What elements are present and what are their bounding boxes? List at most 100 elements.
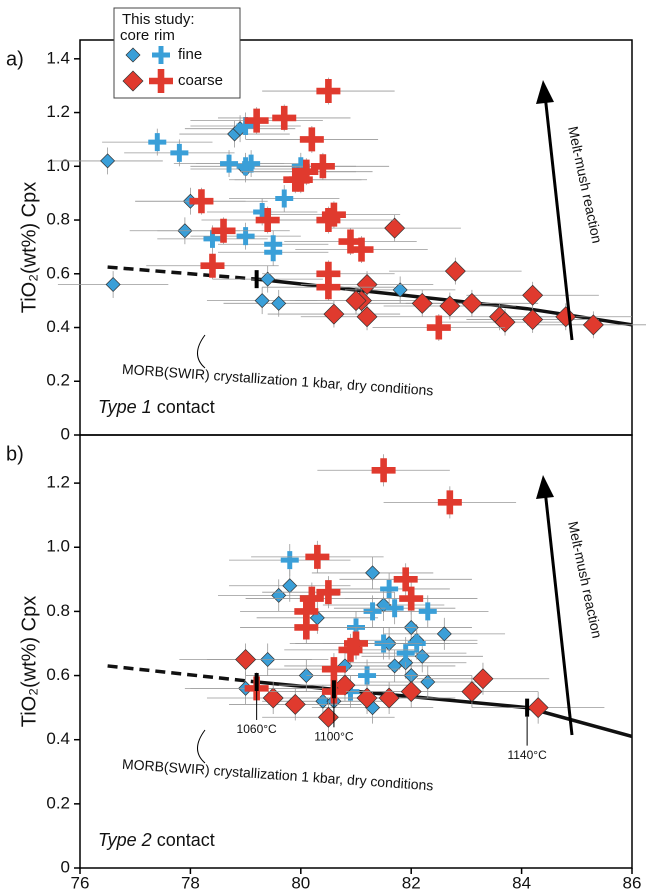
y-tick-label: 0	[61, 424, 70, 443]
contact-type: Type 2	[98, 830, 152, 850]
diamond-marker	[356, 687, 378, 709]
x-tick-label: 82	[402, 873, 421, 892]
cross-marker	[242, 154, 261, 173]
morb-line-dashed	[107, 664, 257, 684]
y-axis-label: TiO₂(wt%) Cpx	[18, 182, 40, 313]
diamond-marker	[125, 47, 141, 63]
legend-row	[122, 69, 173, 93]
core-points	[267, 214, 646, 339]
diamond-marker	[345, 290, 367, 312]
diamond-marker	[271, 587, 287, 603]
diamond-marker	[365, 565, 381, 581]
reaction-label: Melt-mush reaction	[565, 125, 605, 245]
y-tick-label: 0.4	[46, 729, 70, 748]
cross-marker	[211, 218, 236, 243]
cross-marker	[321, 657, 346, 682]
diamond-marker	[527, 697, 549, 719]
cross-marker	[316, 79, 341, 104]
contact-label: Type 1 contact	[98, 397, 215, 417]
cross-marker	[321, 202, 346, 227]
diamond-marker	[392, 282, 408, 298]
diamond-marker	[105, 277, 121, 293]
cross-marker	[426, 315, 451, 340]
cross-marker	[294, 599, 319, 624]
reaction-arrow	[543, 489, 574, 736]
legend-label: coarse	[178, 72, 223, 89]
diamond-marker	[582, 314, 604, 336]
y-tick-label: 0.8	[46, 210, 70, 229]
diamond-marker	[122, 70, 144, 92]
diamond-marker	[262, 687, 284, 709]
cross-marker	[396, 644, 415, 663]
diamond-marker	[384, 217, 406, 239]
morb-line	[256, 680, 633, 739]
morb-label: MORB(SWIR) crystallization 1 kbar, dry c…	[122, 361, 434, 399]
core-points	[179, 643, 605, 734]
y-tick-label: 1.0	[46, 156, 70, 175]
cross-marker	[344, 631, 368, 656]
cross-marker	[280, 551, 299, 570]
y-tick-label: 1.2	[46, 473, 70, 492]
diamond-marker	[284, 693, 306, 715]
cross-marker	[310, 154, 335, 179]
cross-marker	[393, 567, 418, 592]
cross-marker	[272, 105, 297, 130]
diamond-marker	[461, 292, 483, 314]
contact-word: contact	[157, 397, 215, 417]
morb-pointer	[197, 729, 206, 764]
cross-marker	[305, 544, 330, 569]
cross-marker	[148, 133, 167, 152]
y-tick-label: 0.4	[46, 317, 70, 336]
y-tick-label: 0.2	[46, 793, 70, 812]
x-tick-label: 76	[71, 873, 90, 892]
diamond-marker	[260, 271, 276, 287]
diamond-marker	[411, 292, 433, 314]
legend-column: rim	[154, 27, 175, 44]
y-tick-label: 0.2	[46, 371, 70, 390]
cross-marker	[349, 237, 374, 262]
y-tick-label: 0.6	[46, 263, 70, 282]
rim-points	[190, 454, 517, 708]
diamond-marker	[387, 658, 403, 674]
cross-marker	[299, 586, 324, 611]
diamond-marker	[444, 260, 466, 282]
diamond-marker	[100, 153, 116, 169]
diamond-marker	[555, 306, 577, 328]
reaction-arrow	[543, 94, 574, 341]
cross-marker	[244, 108, 269, 133]
cross-marker	[170, 143, 189, 162]
x-tick-label: 86	[623, 873, 642, 892]
diamond-marker	[317, 706, 339, 728]
temperature-label: 1140°C	[507, 748, 547, 762]
diamond-marker	[400, 681, 422, 703]
diamond-marker	[439, 295, 461, 317]
diamond-marker	[356, 306, 378, 328]
cross-marker	[149, 69, 173, 93]
diamond-marker	[472, 668, 494, 690]
reaction-arrowhead	[536, 80, 554, 104]
panel-label: a)	[6, 48, 24, 70]
cross-marker	[316, 275, 341, 300]
diamond-marker	[522, 308, 544, 330]
diamond-marker	[282, 578, 298, 594]
y-tick-label: 1.0	[46, 537, 70, 556]
cross-marker	[152, 46, 170, 64]
cross-marker	[236, 227, 255, 246]
cross-marker	[437, 490, 462, 515]
cross-marker	[189, 189, 214, 214]
cross-marker	[316, 580, 341, 605]
cross-marker	[371, 458, 396, 483]
diamond-marker	[323, 303, 345, 325]
cross-marker	[255, 208, 280, 233]
temperature-label: 1060°C	[237, 722, 277, 736]
cross-marker	[299, 127, 324, 152]
cross-marker	[275, 189, 294, 208]
legend-column: core	[120, 27, 149, 44]
cross-marker	[220, 154, 239, 173]
morb-pointer	[197, 334, 206, 369]
legend-row	[125, 46, 170, 64]
legend-label: fine	[178, 46, 202, 63]
cross-marker	[385, 599, 404, 618]
diamond-marker	[254, 293, 270, 309]
